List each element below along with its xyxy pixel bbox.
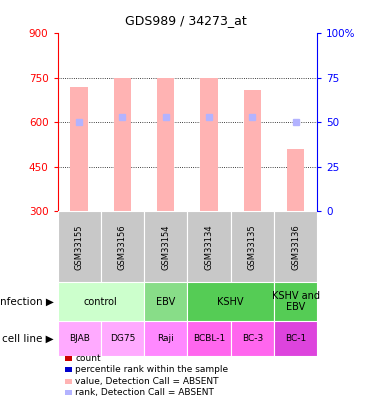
Bar — [244, 90, 261, 211]
Text: control: control — [84, 296, 118, 307]
Text: GSM33156: GSM33156 — [118, 224, 127, 270]
Text: KSHV and
EBV: KSHV and EBV — [272, 291, 319, 312]
Bar — [231, 321, 274, 356]
Text: KSHV: KSHV — [217, 296, 244, 307]
Bar — [157, 78, 174, 211]
Text: BJAB: BJAB — [69, 334, 89, 343]
Bar — [58, 321, 101, 356]
Bar — [58, 282, 144, 321]
Bar — [70, 87, 88, 211]
Text: count: count — [75, 354, 101, 363]
Text: EBV: EBV — [156, 296, 175, 307]
Bar — [200, 78, 218, 211]
Text: rank, Detection Call = ABSENT: rank, Detection Call = ABSENT — [75, 388, 214, 397]
Bar — [187, 282, 274, 321]
Text: Raji: Raji — [157, 334, 174, 343]
Text: BC-3: BC-3 — [242, 334, 263, 343]
Bar — [274, 211, 317, 282]
Bar — [144, 211, 187, 282]
Bar — [187, 321, 231, 356]
Bar — [101, 321, 144, 356]
Bar — [114, 78, 131, 211]
Text: GDS989 / 34273_at: GDS989 / 34273_at — [125, 14, 246, 27]
Bar — [287, 149, 304, 211]
Text: infection ▶: infection ▶ — [0, 296, 54, 307]
Bar — [231, 211, 274, 282]
Text: GSM33134: GSM33134 — [204, 224, 213, 270]
Bar — [274, 321, 317, 356]
Bar — [144, 321, 187, 356]
Bar — [101, 211, 144, 282]
Bar — [144, 282, 187, 321]
Text: BCBL-1: BCBL-1 — [193, 334, 225, 343]
Text: value, Detection Call = ABSENT: value, Detection Call = ABSENT — [75, 377, 219, 386]
Text: percentile rank within the sample: percentile rank within the sample — [75, 365, 229, 374]
Text: GSM33155: GSM33155 — [75, 224, 83, 270]
Text: DG75: DG75 — [110, 334, 135, 343]
Bar — [58, 211, 101, 282]
Text: BC-1: BC-1 — [285, 334, 306, 343]
Text: cell line ▶: cell line ▶ — [2, 334, 54, 343]
Bar — [274, 282, 317, 321]
Bar — [187, 211, 231, 282]
Text: GSM33154: GSM33154 — [161, 224, 170, 270]
Text: GSM33135: GSM33135 — [248, 224, 257, 270]
Text: GSM33136: GSM33136 — [291, 224, 300, 270]
